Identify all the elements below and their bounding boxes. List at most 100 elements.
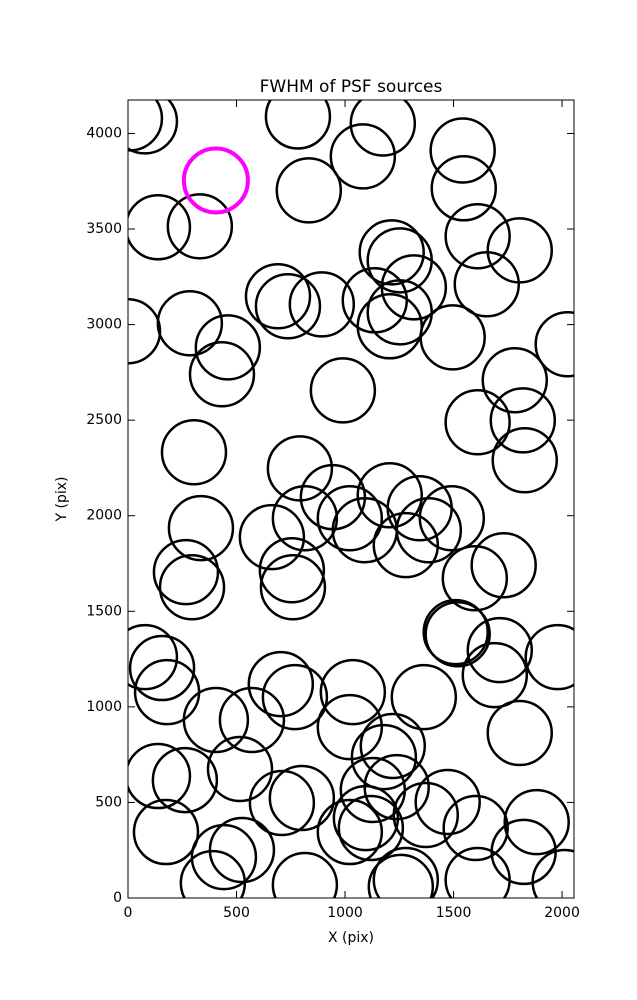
source-circle: [359, 712, 427, 780]
source-circle: [444, 846, 511, 898]
source-circle: [524, 623, 574, 691]
source-circle: [190, 823, 258, 891]
x-axis-label: X (pix): [328, 930, 374, 946]
source-circle: [167, 494, 235, 562]
axes-frame: [127, 99, 575, 899]
y-tick-label: 2500: [86, 412, 122, 428]
source-circle: [128, 634, 196, 702]
source-circle: [182, 686, 250, 754]
source-circle: [238, 503, 306, 571]
source-circle: [531, 848, 574, 898]
source-circle: [350, 723, 418, 791]
source-circle: [442, 794, 509, 862]
source-circle: [128, 100, 179, 155]
source-circle: [166, 193, 234, 260]
source-circle: [128, 623, 179, 691]
source-circle: [128, 742, 192, 810]
source-circle: [418, 484, 486, 552]
source-circle: [268, 764, 336, 832]
source-circle: [248, 769, 316, 837]
source-circle: [491, 427, 558, 494]
source-circle: [181, 146, 250, 215]
y-tick-label: 4000: [86, 125, 122, 141]
source-circle: [453, 251, 521, 318]
source-circle: [316, 484, 384, 552]
source-circle: [337, 794, 405, 862]
source-circle: [534, 311, 574, 378]
source-circle: [422, 598, 489, 666]
source-circle: [158, 553, 226, 621]
source-circle: [367, 853, 435, 898]
y-tick-label: 3500: [86, 221, 122, 237]
source-circle: [152, 538, 220, 606]
source-circle: [470, 531, 537, 599]
y-tick-label: 0: [113, 890, 122, 906]
source-circle: [271, 484, 339, 552]
source-circle: [259, 553, 327, 621]
source-circle: [444, 389, 511, 456]
source-circle: [132, 798, 200, 866]
y-tick-label: 1500: [86, 603, 122, 619]
source-circle: [316, 798, 384, 866]
source-circle: [419, 304, 486, 371]
source-circle: [392, 781, 460, 849]
source-circle: [395, 497, 463, 564]
source-circle: [218, 686, 286, 754]
y-axis-label: Y (pix): [54, 477, 70, 523]
source-circle: [372, 511, 440, 579]
y-tick-label: 2000: [86, 508, 122, 524]
chart-title: FWHM of PSF sources: [260, 77, 443, 97]
source-circle: [356, 462, 423, 529]
source-circle: [414, 768, 481, 836]
source-circle: [372, 846, 440, 898]
source-circle: [206, 735, 274, 803]
source-circle: [489, 387, 557, 454]
source-circle: [461, 641, 529, 709]
source-circle: [390, 663, 458, 731]
source-circle: [486, 699, 553, 767]
y-tick-label: 500: [95, 794, 122, 810]
source-circle: [444, 203, 511, 270]
source-circle: [319, 658, 387, 726]
x-tick-label: 1000: [327, 905, 363, 921]
source-circle: [258, 536, 326, 604]
source-circle: [429, 117, 496, 184]
y-tick-label: 3000: [86, 317, 122, 333]
source-circle: [160, 419, 228, 486]
source-circle: [466, 616, 534, 684]
source-circle: [244, 263, 312, 330]
source-circle: [380, 254, 448, 321]
source-circle: [151, 746, 219, 814]
y-tick-label: 1000: [86, 699, 122, 715]
source-circle: [329, 123, 397, 190]
source-circle: [430, 155, 497, 222]
x-tick-label: 1500: [436, 905, 472, 921]
source-circle: [503, 788, 570, 856]
source-circle: [179, 849, 247, 898]
x-tick-label: 500: [223, 905, 250, 921]
source-circle: [275, 157, 343, 224]
source-circle: [316, 693, 384, 761]
source-circle: [261, 663, 329, 731]
source-circle: [254, 272, 322, 340]
source-circle: [288, 271, 356, 338]
source-circle: [309, 357, 377, 424]
source-circle: [128, 194, 192, 261]
source-circle: [247, 650, 315, 718]
x-tick-label: 0: [124, 905, 133, 921]
source-circle: [349, 100, 417, 157]
source-circle: [358, 219, 425, 286]
source-circle: [188, 341, 256, 408]
source-circle: [264, 100, 332, 150]
source-circle: [271, 851, 339, 898]
x-tick-label: 2000: [544, 905, 580, 921]
source-circle: [332, 784, 400, 852]
source-circle: [194, 314, 262, 381]
source-circle: [481, 346, 549, 414]
source-circle: [156, 289, 224, 357]
plot-area: [128, 100, 574, 898]
source-circle: [424, 600, 491, 668]
source-circle: [441, 544, 509, 612]
